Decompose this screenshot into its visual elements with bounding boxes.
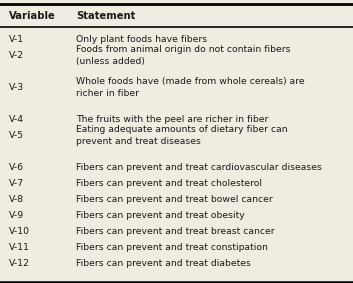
Text: Fibers can prevent and treat breast cancer: Fibers can prevent and treat breast canc…: [76, 227, 275, 236]
Text: V-4: V-4: [9, 115, 24, 124]
Text: Fibers can prevent and treat bowel cancer: Fibers can prevent and treat bowel cance…: [76, 195, 273, 204]
Text: V-1: V-1: [9, 35, 24, 44]
Text: Eating adequate amounts of dietary fiber can
prevent and treat diseases: Eating adequate amounts of dietary fiber…: [76, 125, 288, 146]
Text: V-5: V-5: [9, 131, 24, 140]
Text: Whole foods have (made from whole cereals) are
richer in fiber: Whole foods have (made from whole cereal…: [76, 78, 305, 98]
Text: Fibers can prevent and treat constipation: Fibers can prevent and treat constipatio…: [76, 243, 268, 252]
Text: V-11: V-11: [9, 243, 30, 252]
Text: V-8: V-8: [9, 195, 24, 204]
Text: V-7: V-7: [9, 179, 24, 188]
Text: The fruits with the peel are richer in fiber: The fruits with the peel are richer in f…: [76, 115, 268, 124]
Text: Only plant foods have fibers: Only plant foods have fibers: [76, 35, 207, 44]
Text: Statement: Statement: [76, 10, 135, 21]
Text: V-10: V-10: [9, 227, 30, 236]
Text: V-2: V-2: [9, 51, 24, 60]
Text: Fibers can prevent and treat cardiovascular diseases: Fibers can prevent and treat cardiovascu…: [76, 163, 322, 172]
Text: V-12: V-12: [9, 259, 30, 268]
Text: Foods from animal origin do not contain fibers
(unless added): Foods from animal origin do not contain …: [76, 46, 291, 66]
Text: Fibers can prevent and treat obesity: Fibers can prevent and treat obesity: [76, 211, 245, 220]
Text: Fibers can prevent and treat diabetes: Fibers can prevent and treat diabetes: [76, 259, 251, 268]
Text: V-9: V-9: [9, 211, 24, 220]
Text: V-6: V-6: [9, 163, 24, 172]
Text: Variable: Variable: [9, 10, 55, 21]
Text: Fibers can prevent and treat cholesterol: Fibers can prevent and treat cholesterol: [76, 179, 262, 188]
Text: V-3: V-3: [9, 83, 24, 92]
